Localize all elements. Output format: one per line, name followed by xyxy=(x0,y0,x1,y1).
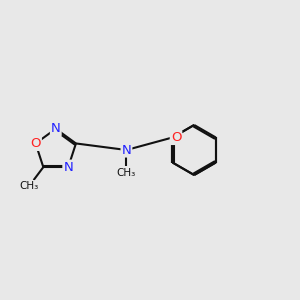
Text: N: N xyxy=(51,122,61,135)
Text: O: O xyxy=(30,137,41,150)
Text: N: N xyxy=(122,143,131,157)
Text: CH₃: CH₃ xyxy=(117,168,136,178)
Text: N: N xyxy=(63,161,73,174)
Text: O: O xyxy=(171,131,181,144)
Text: CH₃: CH₃ xyxy=(19,181,38,191)
